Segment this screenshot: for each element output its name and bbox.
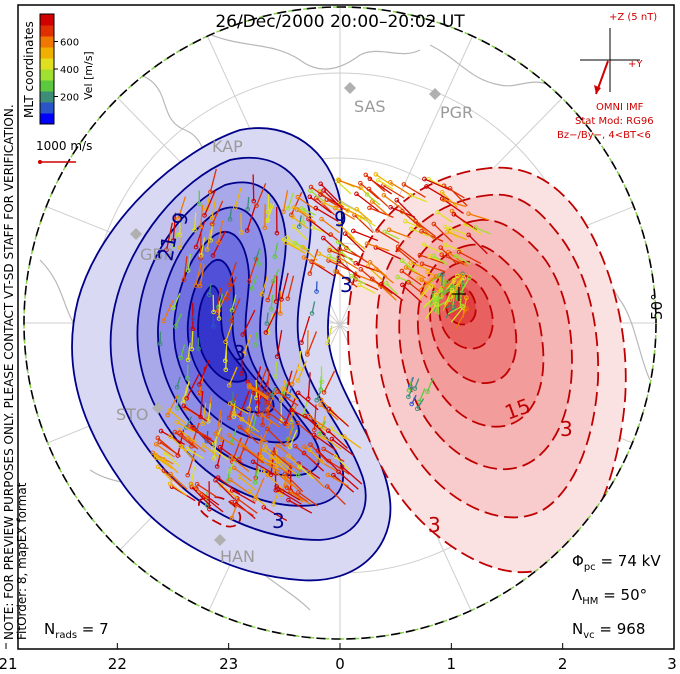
colorbar-segment <box>40 80 54 92</box>
colorbar-segment <box>40 36 54 48</box>
contour-labels: 21 9 3 9 3 3 15 3 3 <box>153 207 572 537</box>
colorbar-segment <box>40 113 54 125</box>
colorbar-segment <box>40 14 54 26</box>
map-title: 26/Dec/2000 20:00–20:02 UT <box>215 12 465 32</box>
preview-note: NOTE: FOR PREVIEW PURPOSES ONLY. PLEASE … <box>2 104 16 640</box>
mlt-tick-label: 22 <box>108 655 127 673</box>
contour-label: 3 <box>233 341 246 365</box>
dawn-convection-cell <box>198 166 627 574</box>
contour-label: 3 <box>428 513 441 537</box>
station-label-sas: SAS <box>354 97 386 116</box>
imf-z-label: +Z (5 nT) <box>609 12 657 23</box>
lambda-hm-stat: ΛHM = 50° <box>572 586 647 607</box>
station-label-kap: KAP <box>212 137 243 156</box>
colorbar-label: Vel [m/s] <box>82 51 95 100</box>
vector-scale: 1000 m/s <box>36 139 92 164</box>
contour-label: 3 <box>340 273 353 297</box>
colorbar-segment <box>40 25 54 37</box>
contour-label: 9 <box>334 207 347 231</box>
contour-label: 3 <box>272 509 285 533</box>
station-label-gbr: GBR <box>140 245 175 264</box>
colorbar-tick-label: 200 <box>60 93 79 104</box>
mlt-tick-label: 21 <box>0 655 18 673</box>
fit-statistics: Nrads = 7 Φpc = 74 kV ΛHM = 50° Nvc = 96… <box>44 552 661 641</box>
colorbar-segment <box>40 69 54 81</box>
nrads-stat: Nrads = 7 <box>44 620 109 641</box>
vector-scale-label: 1000 m/s <box>36 139 92 153</box>
mlt-coordinates-label: MLT coordinates <box>22 21 36 118</box>
colorbar-tick-label: 600 <box>60 38 79 49</box>
station-markers <box>130 82 441 546</box>
contour-label: 9 <box>167 210 193 227</box>
imf-clock: +Z (5 nT) +Y OMNI IMF Stat Mod: RG96 Bz−… <box>557 12 657 141</box>
colorbar-segment <box>40 47 54 59</box>
mlt-tick-label: 3 <box>667 655 677 673</box>
phi-pc-stat: Φpc = 74 kV <box>572 552 661 573</box>
colorbar-segment <box>40 58 54 70</box>
mlt-tick-label: 2 <box>558 655 568 673</box>
mlt-tick-label: 1 <box>447 655 457 673</box>
stat-model: Stat Mod: RG96 <box>575 116 654 127</box>
mlt-tick-label: 23 <box>219 655 238 673</box>
colorbar-segment <box>40 102 54 114</box>
pole-marker <box>452 287 466 301</box>
velocity-colorbar: 200 400 600 Vel [m/s] <box>39 13 95 125</box>
latitude-label: 50° <box>648 293 666 320</box>
mlt-tick-label: 0 <box>335 655 345 673</box>
station-label-sto: STO <box>116 405 149 424</box>
fit-order-label: FitOrder: 8, mapEX format <box>15 482 29 640</box>
velocity-vectors <box>150 168 491 522</box>
imf-source: OMNI IMF <box>596 102 644 113</box>
imf-y-label: +Y <box>628 59 643 70</box>
colorbar-segment <box>40 91 54 103</box>
nvc-stat: Nvc = 968 <box>572 620 645 641</box>
station-label-pgr: PGR <box>440 103 473 122</box>
colorbar-tick-label: 400 <box>60 65 79 76</box>
station-label-han: HAN <box>220 547 255 566</box>
station-labels: KAP SAS PGR GBR STO HAN <box>116 97 473 566</box>
mlt-axis: 21 22 23 0 1 2 3 <box>0 643 677 673</box>
contour-label: 21 <box>153 234 181 263</box>
imf-condition: Bz−/By−, 4<BT<6 <box>557 130 651 141</box>
contour-label: 3 <box>560 417 573 441</box>
